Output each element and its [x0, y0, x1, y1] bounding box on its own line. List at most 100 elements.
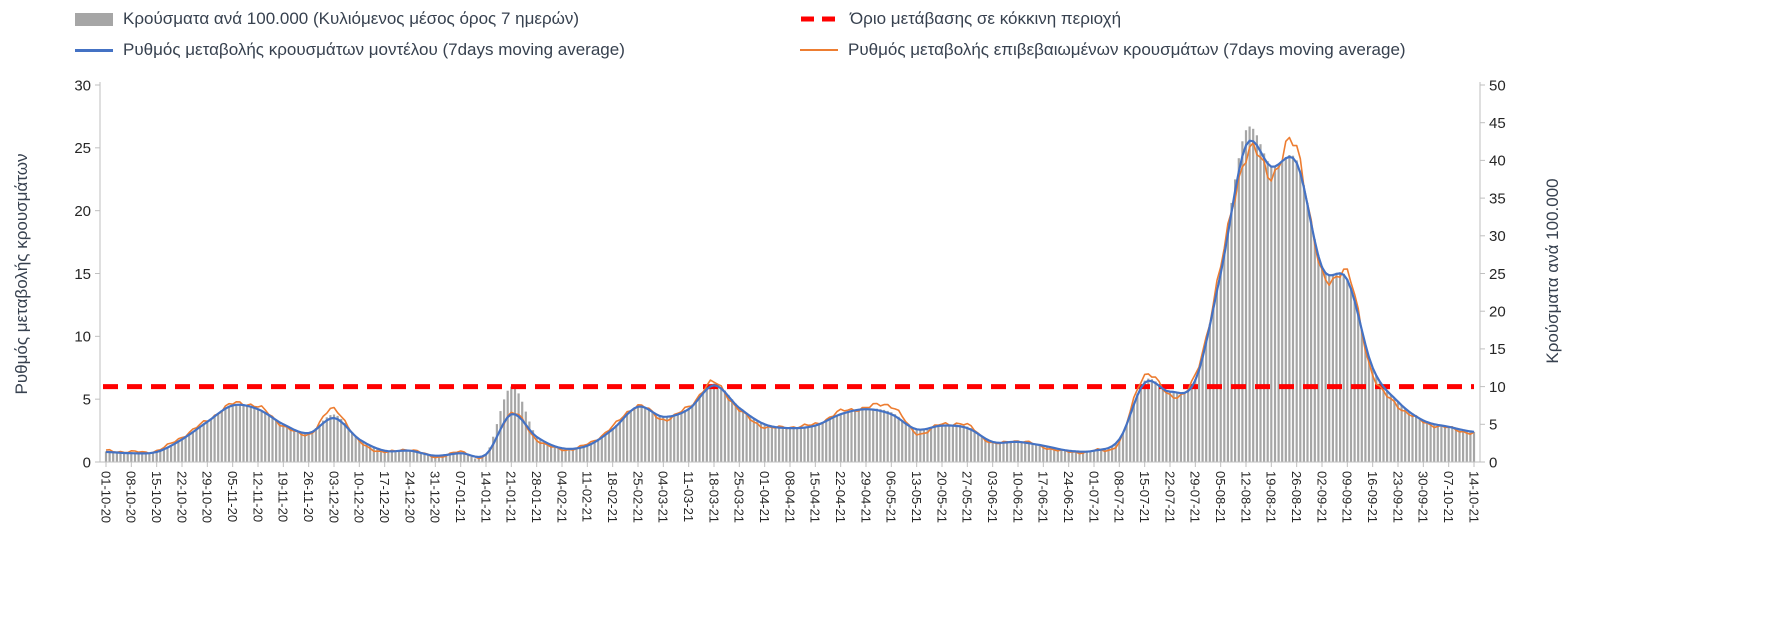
bar	[1422, 419, 1425, 462]
x-tick-label: 13-05-21	[909, 471, 924, 523]
bar	[1299, 170, 1302, 462]
bar	[1107, 448, 1110, 462]
bar	[767, 425, 770, 462]
bar	[702, 391, 705, 462]
left-tick-label: 30	[74, 77, 91, 94]
bar	[137, 452, 140, 462]
bar	[528, 421, 531, 462]
bar	[271, 417, 274, 462]
bar	[1201, 355, 1204, 462]
bar	[1219, 269, 1222, 462]
x-tick-label: 25-03-21	[732, 471, 747, 523]
bar	[231, 404, 234, 462]
x-tick-label: 07-10-21	[1441, 471, 1456, 523]
bar	[115, 451, 118, 462]
bar	[278, 422, 281, 462]
bar	[412, 450, 415, 462]
bar	[575, 447, 578, 462]
x-tick-label: 21-01-21	[504, 471, 519, 523]
bar	[901, 419, 904, 462]
bar	[1418, 417, 1421, 462]
bar	[1447, 426, 1450, 462]
x-tick-label: 19-08-21	[1264, 471, 1279, 523]
bar	[112, 451, 115, 462]
bar	[854, 409, 857, 462]
bar	[470, 457, 473, 462]
bar	[191, 431, 194, 462]
bar	[1020, 441, 1023, 462]
bar	[778, 427, 781, 462]
bar	[980, 435, 983, 462]
bar	[1281, 160, 1284, 462]
bar	[1013, 440, 1016, 462]
bar	[1360, 329, 1363, 462]
bar	[379, 449, 383, 462]
bar	[126, 452, 129, 462]
bar	[622, 417, 625, 462]
bar	[390, 451, 393, 462]
bar	[1295, 160, 1298, 462]
bar	[517, 393, 520, 462]
bar	[510, 386, 513, 462]
bar	[180, 438, 184, 462]
bar	[752, 418, 755, 462]
bar	[1407, 411, 1410, 462]
bar	[1042, 445, 1045, 462]
bar	[839, 413, 842, 462]
bar	[600, 436, 603, 462]
bar	[1284, 157, 1287, 462]
bar	[1255, 135, 1258, 463]
bar	[691, 404, 694, 462]
bar	[1415, 415, 1418, 462]
x-tick-label: 22-10-20	[174, 471, 189, 523]
bar	[1458, 429, 1461, 462]
x-tick-label: 08-07-21	[1112, 471, 1127, 523]
bar	[1302, 185, 1305, 462]
bar	[1067, 450, 1070, 462]
bar	[1035, 443, 1038, 462]
bar	[1009, 441, 1012, 462]
bar	[1085, 451, 1088, 462]
bar	[133, 452, 137, 462]
right-axis-title: Κρούσματα ανά 100.000	[1543, 178, 1562, 364]
bar	[253, 407, 256, 462]
bar	[1429, 422, 1432, 462]
legend-item-bars: Κρούσματα ανά 100.000 (Κυλιόμενος μέσος …	[75, 7, 625, 31]
bar	[872, 408, 875, 462]
right-tick-label: 30	[1489, 228, 1506, 245]
bar	[1226, 227, 1229, 462]
bar	[466, 455, 469, 462]
bar	[604, 433, 607, 462]
bars-swatch	[75, 12, 113, 26]
bar	[1328, 274, 1331, 462]
bar	[629, 410, 632, 462]
bar	[1208, 323, 1211, 462]
legend-label-threshold: Όριο μετάβασης σε κόκκινη περιοχή	[850, 9, 1122, 28]
bar	[1078, 451, 1081, 462]
bar	[1462, 430, 1465, 462]
bar	[553, 446, 556, 462]
bar	[104, 451, 108, 462]
x-tick-label: 30-09-21	[1416, 471, 1431, 523]
bar	[911, 428, 915, 462]
bar	[170, 445, 173, 462]
bar	[861, 408, 864, 462]
bar	[1183, 392, 1186, 462]
bar	[220, 410, 223, 462]
bar	[1096, 450, 1099, 462]
bar	[633, 407, 636, 462]
right-tick-label: 50	[1489, 77, 1506, 94]
bar	[1259, 144, 1262, 462]
bar	[973, 430, 976, 462]
bar	[571, 448, 574, 462]
bar	[991, 441, 994, 462]
bar	[922, 429, 925, 462]
model-line-swatch	[75, 48, 113, 52]
bar	[756, 420, 759, 462]
left-tick-label: 25	[74, 140, 91, 157]
bar	[1244, 130, 1248, 462]
confirmed-line-swatch	[800, 48, 838, 52]
x-tick-label: 22-07-21	[1162, 471, 1177, 523]
bar	[448, 454, 451, 462]
bar	[329, 415, 332, 462]
